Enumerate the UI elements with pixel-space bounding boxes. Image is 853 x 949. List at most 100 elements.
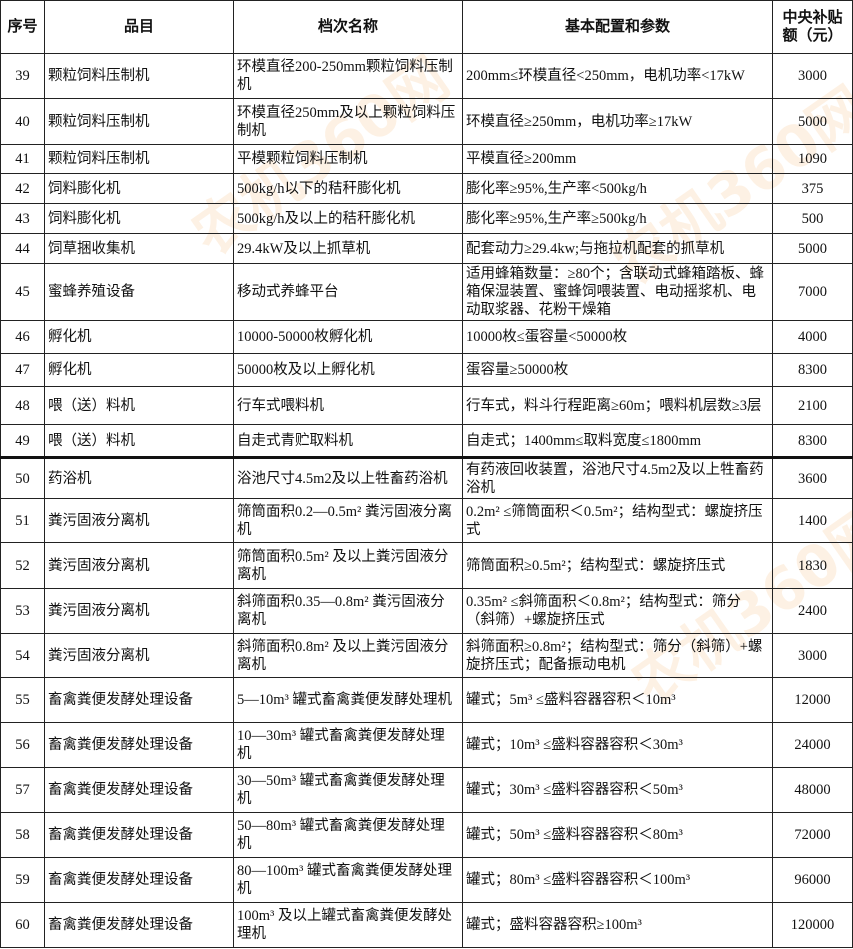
row-item: 饲料膨化机 bbox=[44, 203, 234, 234]
table-row: 55 畜禽粪便发酵处理设备 5—10m³ 罐式畜禽粪便发酵处理机 罐式；5m³ ≤盛料… bbox=[0, 677, 853, 723]
row-number: 47 bbox=[0, 353, 45, 387]
row-spec: 自走式；1400mm≤取料宽度≤1800mm bbox=[462, 424, 773, 458]
row-spec: 0.2m² ≤筛筒面积＜0.5m²；结构型式：螺旋挤压式 bbox=[462, 498, 773, 543]
row-spec: 适用蜂箱数量：≥80个；含联动式蜂箱踏板、蜂箱保湿装置、蜜蜂饲喂装置、电动摇浆机… bbox=[462, 263, 773, 321]
row-spec: 罐式；盛料容器容积≥100m³ bbox=[462, 902, 773, 948]
row-grade: 100m³ 及以上罐式畜禽粪便发酵处理机 bbox=[233, 902, 463, 948]
row-number: 57 bbox=[0, 767, 45, 813]
row-item: 饲料膨化机 bbox=[44, 173, 234, 204]
row-subsidy: 5000 bbox=[772, 233, 853, 264]
row-grade: 移动式养蜂平台 bbox=[233, 263, 463, 321]
table-row: 59 畜禽粪便发酵处理设备 80—100m³ 罐式畜禽粪便发酵处理机 罐式；80m³ … bbox=[0, 857, 853, 903]
row-number: 39 bbox=[0, 53, 45, 99]
row-item: 孵化机 bbox=[44, 320, 234, 354]
row-number: 41 bbox=[0, 144, 45, 174]
row-grade: 29.4kW及以上抓草机 bbox=[233, 233, 463, 264]
row-subsidy: 12000 bbox=[772, 677, 853, 723]
row-spec: 罐式；50m³ ≤盛料容器容积＜80m³ bbox=[462, 812, 773, 858]
row-spec: 环模直径≥250mm，电机功率≥17kW bbox=[462, 98, 773, 145]
row-subsidy: 8300 bbox=[772, 353, 853, 387]
row-number: 43 bbox=[0, 203, 45, 234]
row-item: 饲草捆收集机 bbox=[44, 233, 234, 264]
table-row: 41 颗粒饲料压制机 平模颗粒饲料压制机 平模直径≥200mm 1090 bbox=[0, 144, 853, 174]
header-row: 序号 品目 档次名称 基本配置和参数 中央补贴额（元） bbox=[0, 0, 853, 54]
table-row: 39 颗粒饲料压制机 环模直径200-250mm颗粒饲料压制机 200mm≤环模直径<… bbox=[0, 53, 853, 99]
row-grade: 50—80m³ 罐式畜禽粪便发酵处理机 bbox=[233, 812, 463, 858]
row-grade: 80—100m³ 罐式畜禽粪便发酵处理机 bbox=[233, 857, 463, 903]
row-number: 44 bbox=[0, 233, 45, 264]
row-number: 49 bbox=[0, 424, 45, 458]
table-row: 53 粪污固液分离机 斜筛面积0.35—0.8m² 粪污固液分离机 0.35m² ≤斜… bbox=[0, 588, 853, 634]
row-spec: 罐式；80m³ ≤盛料容器容积＜100m³ bbox=[462, 857, 773, 903]
row-spec: 蛋容量≥50000枚 bbox=[462, 353, 773, 387]
row-number: 56 bbox=[0, 722, 45, 768]
table-row: 43 饲料膨化机 500kg/h及以上的秸秆膨化机 膨化率≥95%,生产率≥500kg… bbox=[0, 203, 853, 234]
table-row: 54 粪污固液分离机 斜筛面积0.8m² 及以上粪污固液分离机 斜筛面积≥0.8m²；… bbox=[0, 633, 853, 678]
row-subsidy: 1400 bbox=[772, 498, 853, 543]
row-subsidy: 7000 bbox=[772, 263, 853, 321]
row-spec: 200mm≤环模直径<250mm，电机功率<17kW bbox=[462, 53, 773, 99]
row-spec: 有药液回收装置，浴池尺寸4.5m2及以上牲畜药浴机 bbox=[462, 456, 773, 499]
row-item: 畜禽粪便发酵处理设备 bbox=[44, 902, 234, 948]
row-item: 畜禽粪便发酵处理设备 bbox=[44, 722, 234, 768]
row-spec: 膨化率≥95%,生产率<500kg/h bbox=[462, 173, 773, 204]
row-item: 药浴机 bbox=[44, 456, 234, 499]
row-subsidy: 500 bbox=[772, 203, 853, 234]
header-no: 序号 bbox=[0, 0, 45, 54]
row-grade: 500kg/h以下的秸秆膨化机 bbox=[233, 173, 463, 204]
table-row: 46 孵化机 10000-50000枚孵化机 10000枚≤蛋容量<50000枚 400… bbox=[0, 320, 853, 354]
row-subsidy: 96000 bbox=[772, 857, 853, 903]
row-spec: 0.35m² ≤斜筛面积＜0.8m²；结构型式：筛分（斜筛）+螺旋挤压式 bbox=[462, 588, 773, 634]
row-subsidy: 8300 bbox=[772, 424, 853, 458]
row-number: 54 bbox=[0, 633, 45, 678]
row-subsidy: 3600 bbox=[772, 456, 853, 499]
row-spec: 配套动力≥29.4kw;与拖拉机配套的抓草机 bbox=[462, 233, 773, 264]
row-item: 畜禽粪便发酵处理设备 bbox=[44, 767, 234, 813]
row-spec: 10000枚≤蛋容量<50000枚 bbox=[462, 320, 773, 354]
row-spec: 斜筛面积≥0.8m²；结构型式：筛分（斜筛）+螺旋挤压式；配备振动电机 bbox=[462, 633, 773, 678]
row-subsidy: 4000 bbox=[772, 320, 853, 354]
header-item: 品目 bbox=[44, 0, 234, 54]
row-grade: 环模直径250mm及以上颗粒饲料压制机 bbox=[233, 98, 463, 145]
row-grade: 斜筛面积0.8m² 及以上粪污固液分离机 bbox=[233, 633, 463, 678]
row-number: 42 bbox=[0, 173, 45, 204]
table-row: 49 喂（送）料机 自走式青贮取料机 自走式；1400mm≤取料宽度≤1800mm 83… bbox=[0, 424, 853, 458]
row-item: 蜜蜂养殖设备 bbox=[44, 263, 234, 321]
row-subsidy: 1830 bbox=[772, 542, 853, 589]
row-grade: 筛筒面积0.2—0.5m² 粪污固液分离机 bbox=[233, 498, 463, 543]
table-row: 44 饲草捆收集机 29.4kW及以上抓草机 配套动力≥29.4kw;与拖拉机配套的抓… bbox=[0, 233, 853, 264]
row-grade: 平模颗粒饲料压制机 bbox=[233, 144, 463, 174]
header-spec: 基本配置和参数 bbox=[462, 0, 773, 54]
row-spec: 平模直径≥200mm bbox=[462, 144, 773, 174]
row-subsidy: 24000 bbox=[772, 722, 853, 768]
row-grade: 斜筛面积0.35—0.8m² 粪污固液分离机 bbox=[233, 588, 463, 634]
header-subsidy: 中央补贴额（元） bbox=[772, 0, 853, 54]
row-subsidy: 3000 bbox=[772, 633, 853, 678]
row-grade: 10000-50000枚孵化机 bbox=[233, 320, 463, 354]
row-spec: 膨化率≥95%,生产率≥500kg/h bbox=[462, 203, 773, 234]
row-number: 53 bbox=[0, 588, 45, 634]
row-number: 40 bbox=[0, 98, 45, 145]
row-subsidy: 72000 bbox=[772, 812, 853, 858]
row-spec: 行车式，料斗行程距离≥60m；喂料机层数≥3层 bbox=[462, 386, 773, 425]
row-item: 颗粒饲料压制机 bbox=[44, 98, 234, 145]
row-subsidy: 1090 bbox=[772, 144, 853, 174]
row-grade: 500kg/h及以上的秸秆膨化机 bbox=[233, 203, 463, 234]
row-grade: 30—50m³ 罐式畜禽粪便发酵处理机 bbox=[233, 767, 463, 813]
row-number: 51 bbox=[0, 498, 45, 543]
row-spec: 罐式；5m³ ≤盛料容器容积＜10m³ bbox=[462, 677, 773, 723]
header-grade: 档次名称 bbox=[233, 0, 463, 54]
row-number: 60 bbox=[0, 902, 45, 948]
row-item: 颗粒饲料压制机 bbox=[44, 144, 234, 174]
row-grade: 环模直径200-250mm颗粒饲料压制机 bbox=[233, 53, 463, 99]
row-item: 粪污固液分离机 bbox=[44, 498, 234, 543]
table-row: 52 粪污固液分离机 筛筒面积0.5m² 及以上粪污固液分离机 筛筒面积≥0.5m²；… bbox=[0, 542, 853, 589]
row-subsidy: 3000 bbox=[772, 53, 853, 99]
row-number: 58 bbox=[0, 812, 45, 858]
row-item: 孵化机 bbox=[44, 353, 234, 387]
row-number: 55 bbox=[0, 677, 45, 723]
row-spec: 罐式；30m³ ≤盛料容器容积＜50m³ bbox=[462, 767, 773, 813]
row-grade: 5—10m³ 罐式畜禽粪便发酵处理机 bbox=[233, 677, 463, 723]
row-number: 50 bbox=[0, 456, 45, 499]
